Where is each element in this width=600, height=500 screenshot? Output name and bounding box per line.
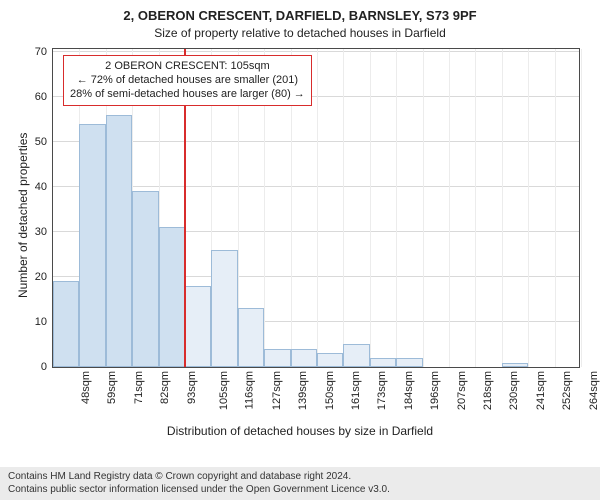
- chart-subtitle: Size of property relative to detached ho…: [0, 26, 600, 40]
- x-tick-label: 48sqm: [80, 371, 92, 404]
- y-tick-label: 60: [35, 91, 47, 103]
- x-tick-label: 264sqm: [588, 371, 600, 410]
- histogram-bar: [396, 358, 422, 367]
- x-tick-label: 93sqm: [186, 371, 198, 404]
- y-tick-label: 70: [35, 46, 47, 58]
- histogram-bar: [79, 124, 105, 367]
- gridline-v: [502, 49, 503, 367]
- gridline-v: [423, 49, 424, 367]
- chart-title: 2, OBERON CRESCENT, DARFIELD, BARNSLEY, …: [0, 8, 600, 23]
- footer-line-1: Contains HM Land Registry data © Crown c…: [8, 471, 592, 484]
- annotation-box: 2 OBERON CRESCENT: 105sqm← 72% of detach…: [63, 55, 312, 106]
- x-tick-label: 218sqm: [482, 371, 494, 410]
- x-tick-label: 161sqm: [350, 371, 362, 410]
- annotation-line: 28% of semi-detached houses are larger (…: [70, 88, 305, 102]
- histogram-bar: [53, 281, 79, 367]
- gridline-v: [449, 49, 450, 367]
- x-tick-label: 105sqm: [218, 371, 230, 410]
- x-tick-label: 116sqm: [244, 371, 256, 409]
- x-tick-label: 150sqm: [324, 371, 336, 410]
- x-tick-label: 173sqm: [377, 371, 389, 410]
- x-tick-label: 127sqm: [271, 371, 283, 410]
- y-tick-label: 20: [35, 271, 47, 283]
- y-tick-label: 0: [41, 361, 47, 373]
- histogram-bar: [264, 349, 290, 367]
- x-tick-label: 184sqm: [403, 371, 415, 410]
- y-tick-label: 10: [35, 316, 47, 328]
- gridline-v: [370, 49, 371, 367]
- gridline-v: [528, 49, 529, 367]
- histogram-bar: [238, 308, 264, 367]
- histogram-bar: [343, 344, 369, 367]
- x-tick-label: 241sqm: [535, 371, 547, 410]
- y-axis-label: Number of detached properties: [16, 133, 30, 298]
- footer-attribution: Contains HM Land Registry data © Crown c…: [0, 467, 600, 500]
- gridline-v: [555, 49, 556, 367]
- x-tick-label: 82sqm: [159, 371, 171, 404]
- y-tick-label: 40: [35, 181, 47, 193]
- gridline-v: [581, 49, 582, 367]
- histogram-bar: [370, 358, 396, 367]
- x-tick-label: 230sqm: [509, 371, 521, 410]
- chart-plot-area: 01020304050607048sqm59sqm71sqm82sqm93sqm…: [52, 48, 580, 368]
- histogram-bar: [291, 349, 317, 367]
- x-tick-label: 71sqm: [133, 371, 145, 404]
- histogram-bar: [185, 286, 211, 367]
- histogram-bar: [106, 115, 132, 367]
- histogram-bar: [502, 363, 528, 368]
- y-tick-label: 30: [35, 226, 47, 238]
- histogram-bar: [211, 250, 237, 367]
- x-tick-label: 196sqm: [429, 371, 441, 410]
- gridline-v: [475, 49, 476, 367]
- gridline-v: [343, 49, 344, 367]
- y-tick-label: 50: [35, 136, 47, 148]
- x-tick-label: 207sqm: [456, 371, 468, 410]
- x-axis-label: Distribution of detached houses by size …: [0, 424, 600, 438]
- x-tick-label: 139sqm: [297, 371, 309, 410]
- annotation-line: ← 72% of detached houses are smaller (20…: [70, 74, 305, 88]
- x-tick-label: 252sqm: [561, 371, 573, 410]
- histogram-bar: [132, 191, 158, 367]
- gridline-v: [317, 49, 318, 367]
- footer-line-2: Contains public sector information licen…: [8, 484, 592, 497]
- gridline-v: [396, 49, 397, 367]
- annotation-line: 2 OBERON CRESCENT: 105sqm: [70, 60, 305, 74]
- histogram-bar: [317, 353, 343, 367]
- x-tick-label: 59sqm: [106, 371, 118, 404]
- histogram-bar: [159, 227, 185, 367]
